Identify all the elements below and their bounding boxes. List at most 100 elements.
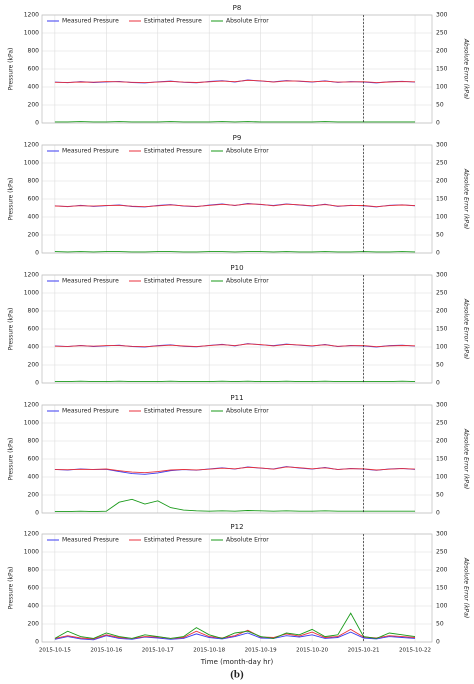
y-tick-label: 400 [28,84,40,91]
y2-tick-label: 100 [436,84,448,91]
x-tick-label: 2015-10-21 [348,648,380,654]
y-tick-label: 400 [28,603,40,610]
y-axis-label: Pressure (kPa) [8,48,15,91]
y-tick-label: 1200 [24,12,39,19]
y2-tick-label: 50 [436,621,444,628]
y2-tick-label: 150 [436,66,448,73]
y2-tick-label: 150 [436,456,448,463]
legend-label: Measured Pressure [62,18,119,25]
y2-tick-label: 300 [436,12,448,19]
y-tick-label: 800 [28,308,40,315]
series-line [54,466,416,474]
y2-tick-label: 50 [436,362,444,369]
y-axis-label: Pressure (kPa) [8,178,15,221]
y-tick-label: 600 [28,456,40,463]
y-tick-label: 600 [28,326,40,333]
x-tick-label: 2015-10-18 [193,648,225,654]
x-tick-label: 2015-10-15 [39,648,71,654]
x-tick-label: 2015-10-20 [296,648,328,654]
y2-tick-label: 50 [436,102,444,109]
x-tick-label: 2015-10-17 [142,648,174,654]
y2-tick-label: 300 [436,402,448,409]
y-tick-label: 1000 [24,160,39,167]
y-tick-label: 200 [28,362,40,369]
legend-label: Measured Pressure [62,278,119,285]
y-tick-label: 1200 [24,531,39,538]
y2-axis-label: Absolute Error (kPa) [463,168,470,229]
y-axis-label: Pressure (kPa) [8,567,15,610]
legend-label: Absolute Error [226,537,269,544]
y2-axis-label: Absolute Error (kPa) [463,298,470,359]
series-line [54,79,416,84]
y2-axis-label: Absolute Error (kPa) [463,428,470,489]
y2-tick-label: 150 [436,585,448,592]
y2-tick-label: 100 [436,344,448,351]
panel-title: P8 [233,4,242,12]
plot-frame [41,14,433,124]
plot-frame [41,533,433,643]
y2-tick-label: 250 [436,290,448,297]
series-line [54,203,416,208]
series-line [54,343,416,348]
panel-title: P9 [233,134,242,142]
y-tick-label: 800 [28,178,40,185]
panel-title: P12 [230,523,243,531]
series-line [54,612,416,639]
legend-label: Measured Pressure [62,408,119,415]
y2-tick-label: 0 [436,639,440,646]
y-tick-label: 0 [35,250,39,257]
y-tick-label: 0 [35,120,39,127]
legend-label: Estimated Pressure [144,278,202,285]
y2-tick-label: 150 [436,326,448,333]
y-tick-label: 200 [28,492,40,499]
y2-tick-label: 50 [436,232,444,239]
y2-tick-label: 100 [436,603,448,610]
y2-tick-label: 0 [436,250,440,257]
x-tick-label: 2015-10-19 [245,648,277,654]
plot-frame [41,144,433,254]
y-tick-label: 400 [28,474,40,481]
legend-label: Estimated Pressure [144,408,202,415]
y-tick-label: 1000 [24,30,39,37]
y-tick-label: 1000 [24,420,39,427]
y2-tick-label: 200 [436,438,448,445]
y-axis-label: Pressure (kPa) [8,438,15,481]
y2-tick-label: 300 [436,531,448,538]
series-line [54,631,416,641]
y2-tick-label: 0 [436,120,440,127]
legend-label: Measured Pressure [62,537,119,544]
legend-label: Estimated Pressure [144,18,202,25]
y-tick-label: 800 [28,48,40,55]
y-tick-label: 400 [28,344,40,351]
y2-tick-label: 200 [436,48,448,55]
legend-label: Estimated Pressure [144,148,202,155]
y-tick-label: 1200 [24,402,39,409]
x-tick-label: 2015-10-22 [399,648,431,654]
y2-tick-label: 300 [436,142,448,149]
x-tick-label: 2015-10-16 [90,648,122,654]
y-tick-label: 800 [28,438,40,445]
y2-tick-label: 50 [436,492,444,499]
plot-frame [41,274,433,384]
y-tick-label: 800 [28,567,40,574]
y2-tick-label: 250 [436,549,448,556]
y-tick-label: 600 [28,585,40,592]
legend-label: Absolute Error [226,278,269,285]
plot-frame [41,404,433,514]
y-tick-label: 1000 [24,549,39,556]
y2-tick-label: 150 [436,196,448,203]
y2-tick-label: 200 [436,178,448,185]
y-tick-label: 200 [28,621,40,628]
y2-tick-label: 0 [436,510,440,517]
series-line [54,466,416,475]
y2-axis-label: Absolute Error (kPa) [463,38,470,99]
y-tick-label: 200 [28,102,40,109]
y-tick-label: 400 [28,214,40,221]
y-tick-label: 600 [28,196,40,203]
legend-label: Absolute Error [226,148,269,155]
legend-label: Estimated Pressure [144,537,202,544]
x-axis-label: Time (month-day hr) [200,658,274,666]
y2-tick-label: 200 [436,567,448,574]
y2-tick-label: 200 [436,308,448,315]
